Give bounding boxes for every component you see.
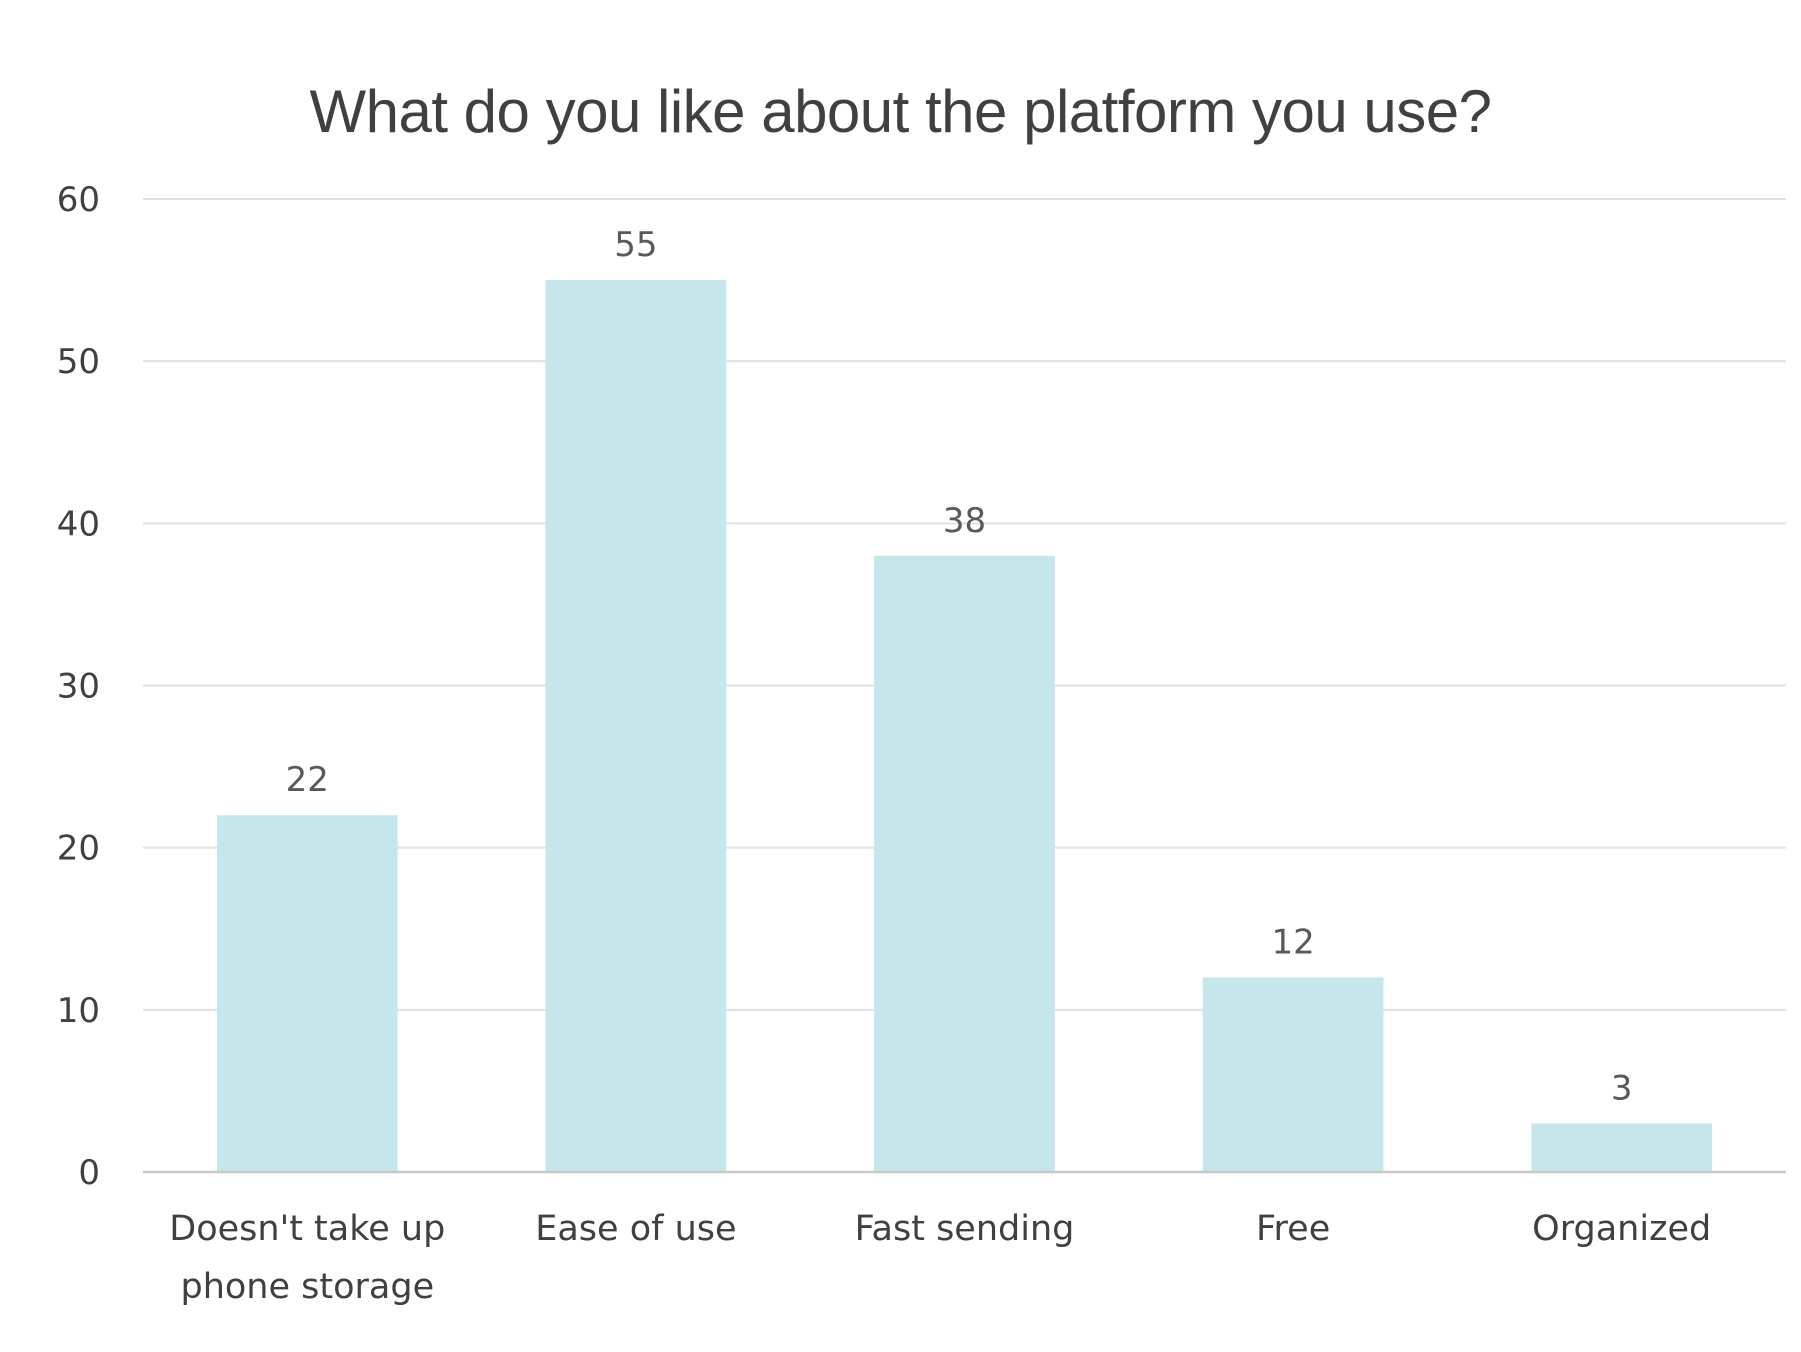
- y-tick-label: 60: [57, 180, 100, 220]
- bar: [545, 280, 727, 1172]
- data-label: 38: [943, 501, 986, 541]
- x-tick-label-line: Fast sending: [855, 1209, 1075, 1249]
- y-tick-label: 40: [57, 504, 100, 544]
- x-tick-label-line: Organized: [1532, 1209, 1711, 1249]
- data-label: 3: [1611, 1068, 1633, 1108]
- bars: [216, 280, 1713, 1172]
- x-axis-ticks: Doesn't take up phone storage Ease of use F…: [169, 1209, 1711, 1307]
- x-tick-label-line: phone storage: [180, 1267, 434, 1307]
- bar: [1531, 1123, 1713, 1172]
- bar: [1202, 977, 1384, 1172]
- data-label: 55: [614, 225, 657, 265]
- y-tick-label: 30: [57, 667, 100, 707]
- y-tick-label: 10: [57, 991, 100, 1031]
- x-tick-label-line: Ease of use: [535, 1209, 736, 1249]
- x-tick-label-line: Free: [1256, 1209, 1330, 1249]
- y-tick-label: 0: [78, 1153, 100, 1193]
- y-tick-label: 20: [57, 829, 100, 869]
- data-label: 22: [286, 760, 329, 800]
- x-tick-label-line: Doesn't take up: [169, 1209, 445, 1249]
- bar: [216, 815, 398, 1172]
- bar: [874, 555, 1055, 1172]
- x-tick-label: Fast sending: [855, 1209, 1075, 1249]
- x-tick-label: Ease of use: [535, 1209, 736, 1249]
- x-tick-label: Organized: [1532, 1209, 1711, 1249]
- y-tick-label: 50: [57, 342, 100, 382]
- y-axis-ticks: 0 10 20 30 40 50 60: [57, 180, 100, 1193]
- data-labels: 22 55 38 12 3: [286, 225, 1633, 1108]
- chart-title: What do you like about the platform you …: [309, 78, 1492, 145]
- x-tick-label: Free: [1256, 1209, 1330, 1249]
- data-label: 12: [1271, 922, 1314, 962]
- x-tick-label: Doesn't take up phone storage: [169, 1209, 445, 1307]
